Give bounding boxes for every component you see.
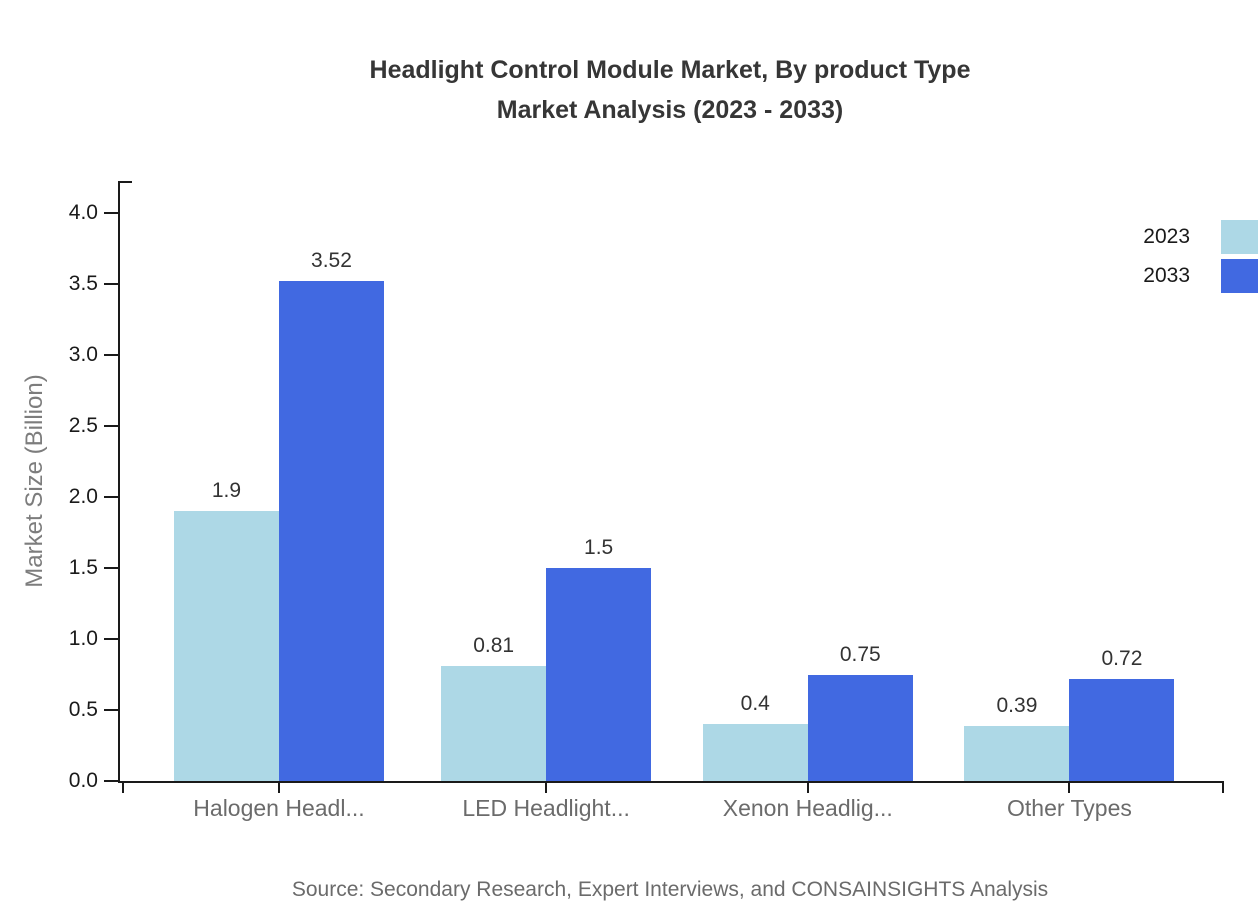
bar-value-label: 0.4 <box>740 692 770 716</box>
source-note: Source: Secondary Research, Expert Inter… <box>291 878 1049 901</box>
plot-area: 0.0 0.5 1.0 1.5 2.0 2.5 3.0 3.5 4.0 1.9 3.52 Haloge… <box>69 181 1224 821</box>
legend-label: 2033 <box>1143 264 1190 287</box>
y-tick-label: 3.5 <box>68 272 98 295</box>
y-axis-top-cap <box>118 181 132 183</box>
y-tick-label: 0.5 <box>68 698 98 721</box>
y-tick-label: 1.5 <box>68 556 98 579</box>
category-label: LED Headlight... <box>462 795 630 821</box>
bar-2023 <box>441 665 547 781</box>
y-tick-mark <box>104 709 118 711</box>
y-tick-mark <box>104 212 118 214</box>
bar-2033 <box>807 674 913 781</box>
y-tick-label: 2.0 <box>68 485 98 508</box>
bar-2033 <box>1069 678 1175 781</box>
category-label: Xenon Headlig... <box>722 795 893 821</box>
category-label: Other Types <box>1007 795 1132 821</box>
bar-2023 <box>964 725 1070 781</box>
y-tick-mark <box>104 283 118 285</box>
y-tick-label: 1.0 <box>68 627 98 650</box>
x-tick <box>545 781 548 793</box>
chart-title: Headlight Control Module Market, By prod… <box>80 50 1260 130</box>
y-tick-mark <box>104 567 118 569</box>
bar-value-label: 0.75 <box>839 642 881 666</box>
y-tick-mark <box>104 638 118 640</box>
legend-label: 2023 <box>1143 225 1190 248</box>
chart-title-line1: Headlight Control Module Market, By prod… <box>369 56 971 84</box>
y-tick-label: 3.0 <box>68 343 98 366</box>
bar-2023 <box>702 724 808 781</box>
bar-value-label: 0.72 <box>1101 646 1143 670</box>
x-tick <box>277 781 280 793</box>
bar-2033 <box>278 281 384 781</box>
bar-value-label: 0.81 <box>473 633 515 657</box>
y-tick-mark <box>104 496 118 498</box>
y-tick-mark <box>104 354 118 356</box>
x-tick <box>1222 781 1224 793</box>
bar-value-label: 1.5 <box>584 536 614 559</box>
legend-swatch <box>1221 220 1258 254</box>
bar-2033 <box>546 568 652 781</box>
bar-2023 <box>173 511 279 781</box>
y-tick-label: 2.5 <box>68 414 98 437</box>
x-tick <box>806 781 809 793</box>
bar-value-label: 3.52 <box>311 249 352 273</box>
y-tick-label: 0.0 <box>68 769 98 792</box>
y-tick-mark <box>104 780 118 782</box>
x-tick <box>122 781 124 793</box>
bar-value-label: 1.9 <box>211 479 242 503</box>
chart-title-line2: Market Analysis (2023 - 2033) <box>496 96 844 124</box>
legend-item: 2033 <box>1143 259 1258 293</box>
legend-item: 2023 <box>1143 220 1258 254</box>
legend: 2023 2033 <box>1143 220 1258 298</box>
category-label: Halogen Headl... <box>193 795 365 821</box>
legend-swatch <box>1221 259 1258 293</box>
y-tick-mark <box>104 425 118 427</box>
bar-value-label: 0.39 <box>996 693 1038 717</box>
x-tick <box>1068 781 1071 793</box>
y-tick-label: 4.0 <box>68 201 98 224</box>
